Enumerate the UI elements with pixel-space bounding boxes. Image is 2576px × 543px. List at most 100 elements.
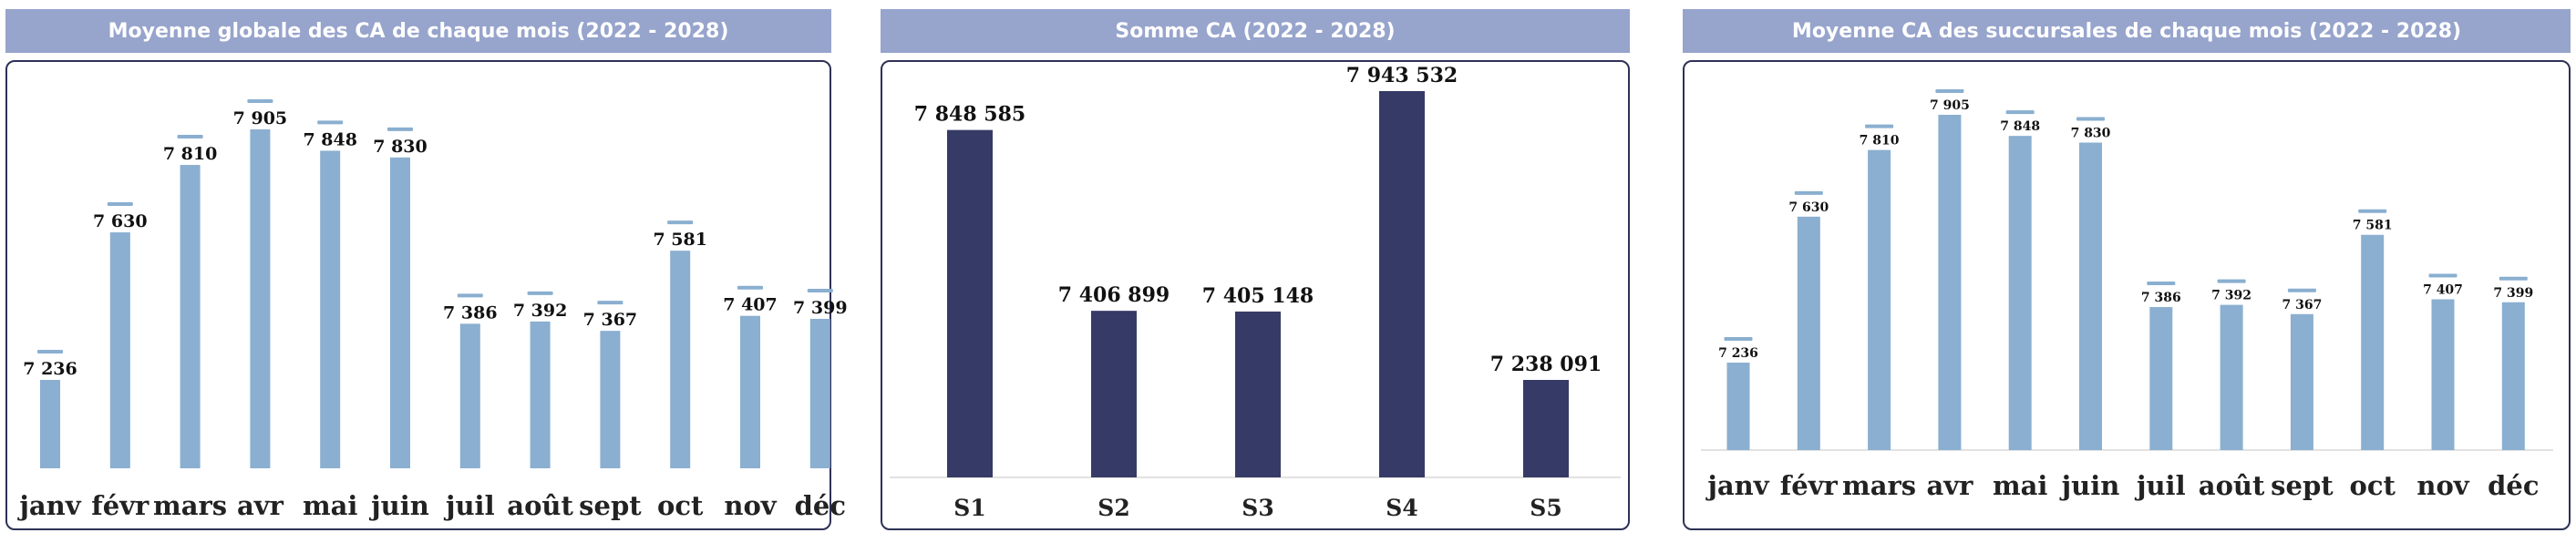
bar-cap xyxy=(317,120,344,125)
bar xyxy=(809,318,830,468)
bar-chart: 7 236 janv 7 630 févr 7 810 mars 7 905 avr 7 848… xyxy=(16,99,848,521)
data-label: 7 386 xyxy=(2141,291,2181,305)
bar-cap xyxy=(177,135,203,139)
bar xyxy=(2361,234,2385,450)
x-tick-label: avr xyxy=(237,490,284,521)
data-label: 7 905 xyxy=(1930,98,1970,113)
bar-cap xyxy=(457,293,483,298)
x-tick-label: oct xyxy=(2349,470,2396,501)
bar-cap xyxy=(597,301,623,305)
bar xyxy=(320,150,341,468)
data-label: 7 236 xyxy=(1718,346,1758,361)
chart-frame xyxy=(1683,60,2571,530)
data-label: 7 407 xyxy=(723,295,778,315)
bar-cap xyxy=(807,288,833,292)
bar xyxy=(459,323,480,468)
bar-chart: 7 848 585 S1 7 406 899 S2 7 405 148 S3 7 943 5… xyxy=(890,64,1621,521)
bar xyxy=(670,251,691,468)
data-label: 7 905 xyxy=(233,108,288,128)
data-label: 7 399 xyxy=(793,298,848,318)
bar xyxy=(2431,299,2455,450)
bar-cap xyxy=(247,99,273,103)
bar xyxy=(109,232,130,468)
bar xyxy=(740,315,760,468)
data-label: 7 581 xyxy=(2353,219,2393,233)
data-label: 7 630 xyxy=(1788,200,1829,215)
data-label: 7 367 xyxy=(583,310,638,330)
bar xyxy=(2149,307,2173,450)
bar xyxy=(40,379,60,468)
x-tick-label: juin xyxy=(368,490,429,521)
bar xyxy=(1797,216,1820,450)
data-label: 7 810 xyxy=(1860,134,1900,149)
bar xyxy=(1868,149,1891,451)
data-label: 7 848 xyxy=(303,129,357,149)
bar-cap xyxy=(2217,279,2246,283)
data-label: 7 943 532 xyxy=(1346,64,1458,87)
bar-cap xyxy=(1865,124,1894,128)
x-tick-label: mars xyxy=(153,490,227,521)
bar xyxy=(2220,304,2243,450)
x-tick-label: sept xyxy=(579,490,642,521)
data-label: 7 236 xyxy=(23,359,77,379)
data-label: 7 405 148 xyxy=(1202,284,1314,308)
data-label: 7 830 xyxy=(373,137,428,157)
bar xyxy=(390,157,410,468)
data-label: 7 399 xyxy=(2493,286,2533,301)
bar-cap xyxy=(2499,276,2528,281)
data-label: 7 848 585 xyxy=(914,103,1025,127)
data-label: 7 848 xyxy=(2000,119,2040,134)
x-tick-label: août xyxy=(2199,470,2265,501)
bar-cap xyxy=(2005,110,2035,115)
x-tick-label: juil xyxy=(2134,470,2186,501)
bar-cap xyxy=(1794,190,1823,195)
x-tick-label: févr xyxy=(1780,470,1839,501)
data-label: 7 386 xyxy=(443,302,498,323)
bar xyxy=(1235,311,1281,477)
bar-cap xyxy=(667,220,694,225)
x-tick-label: S3 xyxy=(1242,495,1273,521)
x-tick-label: nov xyxy=(2416,470,2469,501)
bar-cap xyxy=(37,349,63,353)
bar xyxy=(1379,91,1425,477)
x-tick-label: mars xyxy=(1842,470,1916,501)
x-tick-label: déc xyxy=(2488,470,2539,501)
bar-cap xyxy=(2147,282,2176,286)
x-tick-label: janv xyxy=(16,490,81,521)
bar-chart: 7 236 janv 7 630 févr 7 810 mars 7 905 avr 7 848… xyxy=(1701,89,2553,501)
data-label: 7 392 xyxy=(513,301,568,321)
data-label: 7 630 xyxy=(93,211,148,231)
bar-cap xyxy=(1935,89,1964,93)
x-tick-label: févr xyxy=(91,490,149,521)
x-tick-label: juin xyxy=(2059,470,2120,501)
x-tick-label: S1 xyxy=(953,495,985,521)
bar xyxy=(947,129,993,477)
data-label: 7 367 xyxy=(2282,298,2322,312)
bar-cap xyxy=(2076,117,2105,121)
bar xyxy=(180,165,201,468)
data-label: 7 392 xyxy=(2211,289,2251,303)
bar xyxy=(250,129,271,468)
data-label: 7 810 xyxy=(163,144,218,164)
bar xyxy=(1091,311,1137,477)
bar-cap xyxy=(2287,288,2316,292)
x-tick-label: mai xyxy=(303,490,358,521)
x-tick-label: juil xyxy=(443,490,495,521)
data-label: 7 406 899 xyxy=(1058,283,1170,307)
x-tick-label: janv xyxy=(1705,470,1769,501)
bar xyxy=(2008,136,2032,450)
data-label: 7 407 xyxy=(2423,283,2463,298)
data-label: 7 581 xyxy=(653,230,707,250)
x-tick-label: mai xyxy=(1993,470,2048,501)
x-tick-label: avr xyxy=(1926,470,1973,501)
data-label: 7 238 091 xyxy=(1490,353,1602,376)
chart-frame xyxy=(5,60,831,530)
data-label: 7 830 xyxy=(2071,126,2111,140)
bar-cap xyxy=(527,291,553,295)
bar xyxy=(1938,115,1962,450)
bar-cap xyxy=(107,202,133,207)
bar-cap xyxy=(2428,273,2458,278)
x-tick-label: nov xyxy=(724,490,777,521)
bar xyxy=(600,331,621,468)
bar-cap xyxy=(1724,337,1753,342)
